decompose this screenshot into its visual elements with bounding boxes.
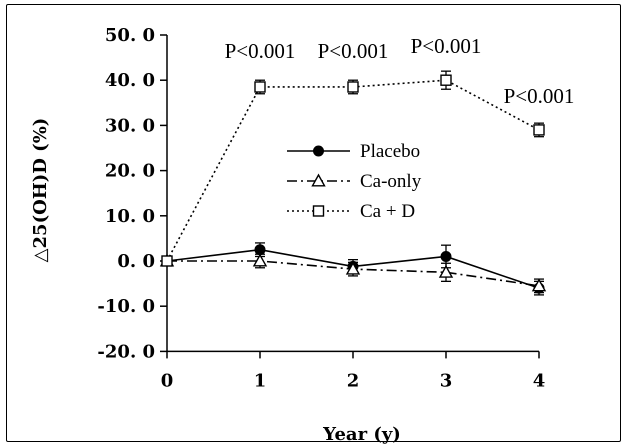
legend: Placebo Ca-only Ca + D [287, 141, 422, 222]
legend-item: Placebo [287, 141, 420, 162]
y-tick-label: -10. 0 [97, 296, 155, 317]
y-tick-label: 40. 0 [105, 70, 155, 91]
data-point [347, 81, 359, 93]
legend-label: Ca + D [360, 201, 415, 222]
y-tick-label: 0. 0 [117, 251, 155, 272]
chart-frame [6, 4, 621, 442]
data-point [438, 264, 454, 278]
legend-item: Ca + D [287, 201, 415, 222]
legend-marker [313, 145, 324, 157]
legend-item: Ca-only [287, 171, 422, 192]
y-tick-label: 10. 0 [105, 206, 155, 227]
series-ca-d [161, 70, 545, 267]
x-tick-label: 2 [347, 370, 360, 391]
data-point [161, 255, 173, 267]
data-point [440, 250, 452, 262]
series-group [159, 70, 547, 296]
y-axis-title: △25(OH)D (%) [30, 118, 51, 263]
data-point [252, 253, 268, 267]
legend-label: Ca-only [360, 171, 422, 192]
y-tick-label: 20. 0 [105, 161, 155, 182]
y-tick-label: 30. 0 [105, 115, 155, 136]
x-axis-title: Year (y) [322, 424, 401, 445]
p-value-annotation: P<0.001 [504, 84, 575, 108]
p-value-annotation: P<0.001 [318, 39, 389, 63]
tick-labels: 50. 0 40. 0 30. 0 20. 0 10. 0 0. 0 -10. 0 -20. … [97, 25, 545, 391]
x-tick-label: 1 [254, 370, 267, 391]
data-point [254, 244, 266, 256]
x-tick-label: 0 [161, 370, 174, 391]
annotations: P<0.001 P<0.001 P<0.001 P<0.001 [225, 34, 575, 108]
p-value-annotation: P<0.001 [411, 34, 482, 58]
data-point [533, 124, 545, 136]
x-tick-label: 3 [440, 370, 453, 391]
series-line [166, 79, 540, 262]
legend-label: Placebo [360, 141, 420, 162]
legend-marker [312, 205, 325, 217]
legend-marker [311, 173, 326, 187]
data-point [440, 74, 452, 86]
data-point [254, 81, 266, 93]
p-value-annotation: P<0.001 [225, 39, 296, 63]
data-point [531, 278, 547, 292]
x-tick-label: 4 [533, 370, 546, 391]
y-tick-label: -20. 0 [97, 341, 155, 362]
y-tick-label: 50. 0 [105, 25, 155, 46]
axes [160, 34, 540, 359]
data-point [345, 261, 361, 275]
